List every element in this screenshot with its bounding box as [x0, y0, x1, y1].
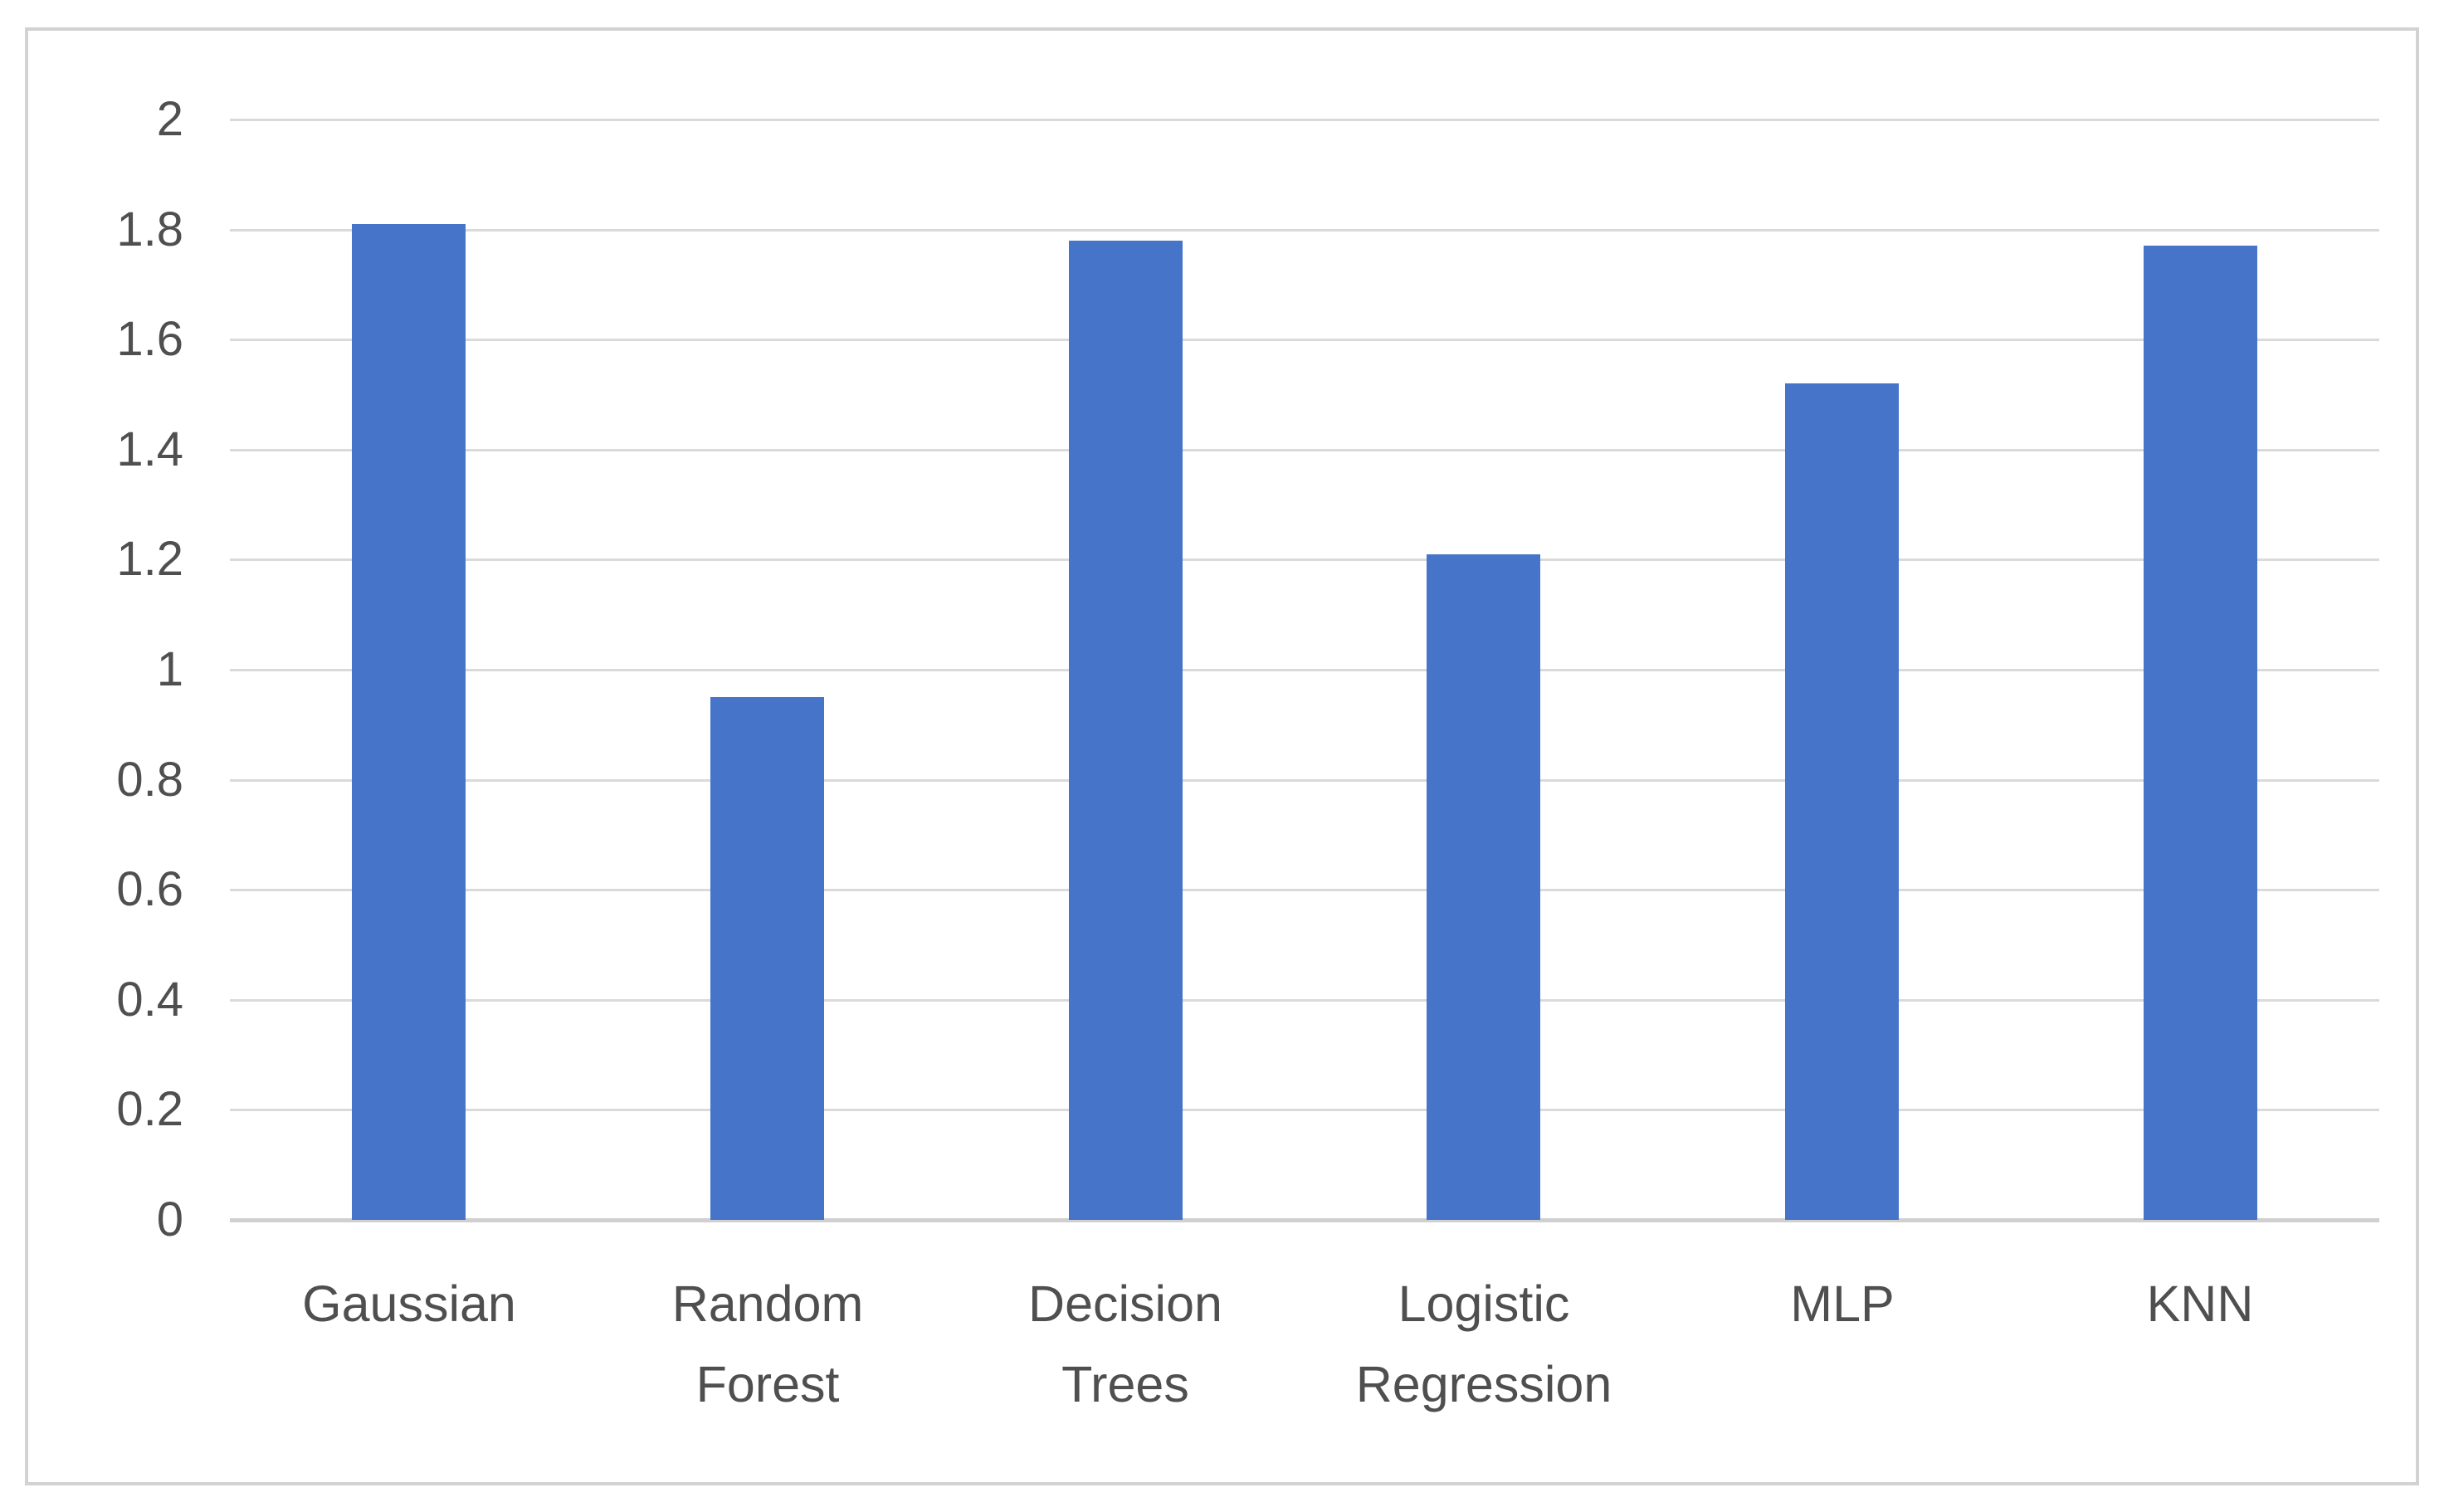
- y-tick-label: 2: [156, 92, 183, 146]
- x-category-label: Decision Trees: [1028, 1275, 1222, 1412]
- x-category-label: Random Forest: [671, 1275, 864, 1412]
- y-tick-label: 0.6: [116, 862, 183, 916]
- x-axis-line: [230, 1218, 2379, 1222]
- y-tick-label: 1.6: [116, 312, 183, 366]
- y-tick-label: 1.4: [116, 422, 183, 476]
- gridline: [230, 889, 2379, 891]
- plot-area: [230, 119, 2379, 1222]
- bar: [352, 224, 466, 1220]
- gridline: [230, 779, 2379, 782]
- bar: [1427, 554, 1540, 1220]
- bar: [1069, 241, 1183, 1220]
- y-tick-label: 0.4: [116, 973, 183, 1027]
- gridline: [230, 229, 2379, 232]
- y-tick-label: 1.2: [116, 532, 183, 586]
- y-tick-label: 1.8: [116, 202, 183, 256]
- x-category-label: MLP: [1790, 1275, 1895, 1332]
- bar: [2144, 246, 2257, 1220]
- y-tick-label: 0: [156, 1193, 183, 1246]
- y-tick-label: 0.2: [116, 1082, 183, 1136]
- y-tick-label: 1: [156, 642, 183, 696]
- gridline: [230, 999, 2379, 1002]
- x-category-label: Logistic Regression: [1355, 1275, 1612, 1412]
- gridline: [230, 339, 2379, 341]
- gridline: [230, 669, 2379, 671]
- bar: [710, 697, 824, 1220]
- gridline: [230, 1109, 2379, 1111]
- bar: [1785, 383, 1899, 1220]
- y-tick-label: 0.8: [116, 753, 183, 807]
- gridline: [230, 558, 2379, 561]
- gridline: [230, 449, 2379, 451]
- gridline: [230, 119, 2379, 121]
- x-category-label: Gaussian: [302, 1275, 516, 1332]
- x-category-label: KNN: [2146, 1275, 2254, 1332]
